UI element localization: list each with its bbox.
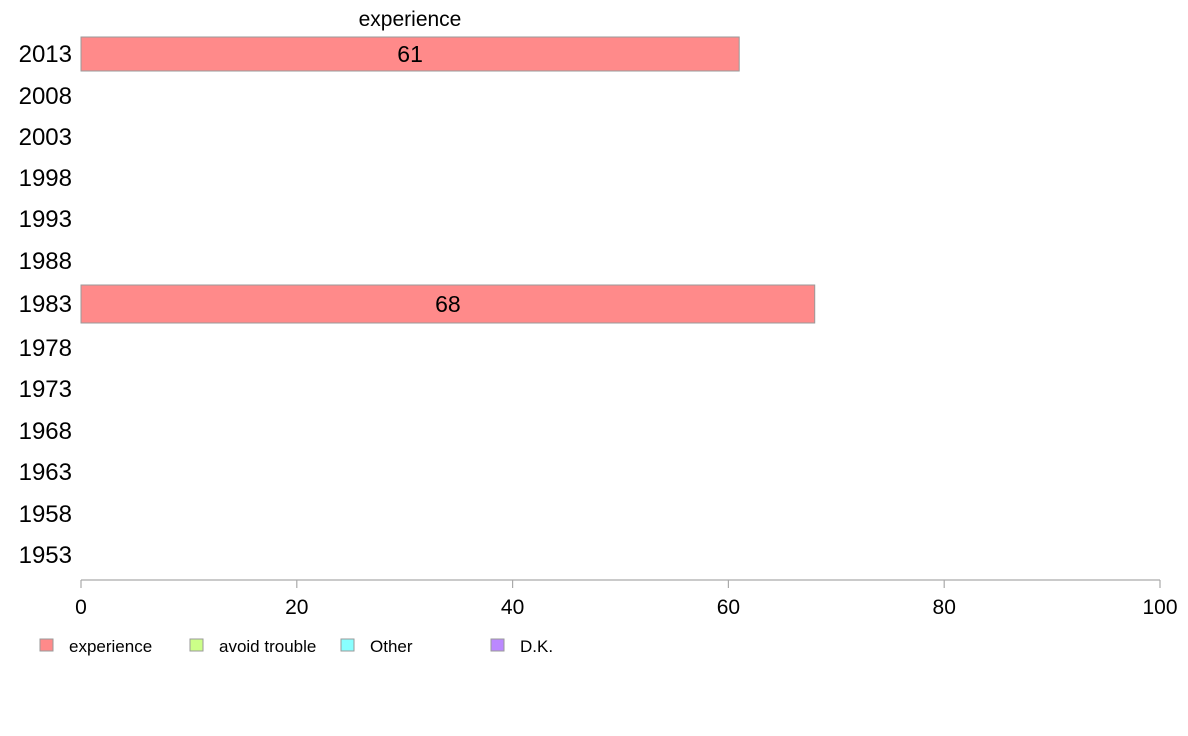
x-tick-label: 20 <box>285 596 308 619</box>
legend-swatch <box>39 638 54 652</box>
category-label: 1978 <box>19 335 72 362</box>
category-label: 1958 <box>19 501 72 528</box>
bar <box>80 36 740 72</box>
series-top-label: experience <box>359 8 462 31</box>
legend-label: avoid trouble <box>219 637 316 656</box>
bar-value-label: 68 <box>435 291 461 317</box>
category-label: 1998 <box>19 165 72 192</box>
legend-label: Other <box>370 637 413 656</box>
category-label: 1988 <box>19 248 72 275</box>
legend-label: D.K. <box>520 637 553 656</box>
x-tick-label: 0 <box>75 596 87 619</box>
bar <box>80 284 816 324</box>
legend-swatch <box>189 638 204 652</box>
x-tick-label: 40 <box>501 596 524 619</box>
legend-swatch <box>490 638 505 652</box>
x-tick-label: 100 <box>1142 596 1177 619</box>
category-label: 2003 <box>19 124 72 151</box>
category-labels: 2013 2008 2003 1998 1993 1988 1983 1978 1973 1968… <box>19 41 72 569</box>
category-label: 1993 <box>19 206 72 233</box>
legend: experience avoid trouble Other D.K. <box>39 637 553 656</box>
category-label: 1983 <box>19 291 72 318</box>
bars-group: 61 68 <box>80 36 816 324</box>
category-label: 2008 <box>19 83 72 110</box>
x-axis: 0 20 40 60 80 100 <box>75 579 1178 619</box>
legend-swatch <box>340 638 355 652</box>
category-label: 1973 <box>19 376 72 403</box>
bar-value-label: 61 <box>397 41 423 67</box>
category-label: 1968 <box>19 418 72 445</box>
category-label: 1953 <box>19 542 72 569</box>
legend-label: experience <box>69 637 152 656</box>
x-tick-label: 60 <box>717 596 740 619</box>
category-label: 1963 <box>19 459 72 486</box>
x-tick-label: 80 <box>933 596 956 619</box>
category-label: 2013 <box>19 41 72 68</box>
